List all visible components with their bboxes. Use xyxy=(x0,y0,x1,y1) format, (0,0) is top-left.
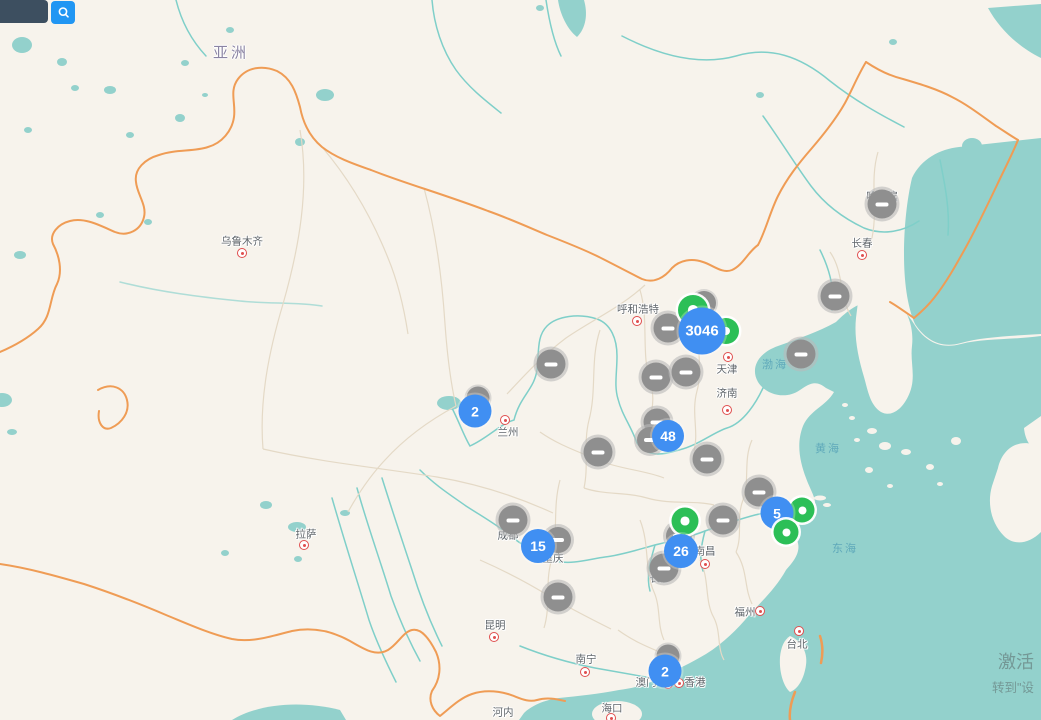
city-dot-icon xyxy=(700,559,710,569)
search-icon xyxy=(58,7,69,18)
cluster-marker-disabled[interactable] xyxy=(536,349,566,379)
city-label: 兰州 xyxy=(497,426,519,439)
minus-icon xyxy=(657,566,671,570)
cluster-marker-disabled[interactable] xyxy=(820,281,850,311)
city-label: 福州 xyxy=(734,606,756,619)
minus-icon xyxy=(794,352,808,356)
minus-icon xyxy=(875,202,889,206)
minus-icon xyxy=(752,490,766,494)
city-dot-icon xyxy=(857,250,867,260)
watermark-line1: 激活 xyxy=(998,652,1034,672)
continent-label: 亚洲 xyxy=(212,44,250,62)
cluster-marker-disabled[interactable] xyxy=(641,362,671,392)
cluster-marker-active[interactable] xyxy=(773,519,799,545)
city-label: 拉萨 xyxy=(295,528,317,541)
city-label: 南昌 xyxy=(694,545,716,558)
cluster-count-badge[interactable]: 2 xyxy=(458,394,492,428)
cluster-marker-disabled[interactable] xyxy=(671,357,701,387)
city-dot-icon xyxy=(489,632,499,642)
cluster-marker-active[interactable] xyxy=(671,507,699,535)
city-label: 长春 xyxy=(851,237,873,250)
city-dot-icon xyxy=(722,405,732,415)
sea-label: 黄海 xyxy=(815,443,841,455)
minus-icon xyxy=(650,420,664,424)
city-label: 昆明 xyxy=(484,619,506,632)
minus-icon xyxy=(544,362,558,366)
city-label: 乌鲁木齐 xyxy=(221,235,263,248)
cluster-marker-disabled[interactable] xyxy=(543,582,573,612)
city-label: 海口 xyxy=(601,702,623,715)
cluster-marker-disabled[interactable] xyxy=(867,189,897,219)
cluster-count-badge[interactable]: 2 xyxy=(648,654,682,688)
minus-icon xyxy=(643,438,657,442)
minus-icon xyxy=(591,450,605,454)
city-dot-icon xyxy=(237,248,247,258)
cluster-count-badge[interactable]: 15 xyxy=(521,529,555,563)
minus-icon xyxy=(551,538,565,542)
cluster-marker-disabled[interactable] xyxy=(653,313,683,343)
minus-icon xyxy=(716,518,730,522)
search-button[interactable] xyxy=(51,1,75,24)
island-shapes xyxy=(592,294,1041,720)
minus-icon xyxy=(551,595,565,599)
cluster-marker-disabled[interactable] xyxy=(692,444,722,474)
city-label: 济南 xyxy=(716,387,738,400)
minus-icon xyxy=(506,518,520,522)
search-input[interactable] xyxy=(0,0,48,23)
cluster-count-badge[interactable]: 26 xyxy=(664,534,698,568)
city-label: 南宁 xyxy=(575,653,597,666)
minus-icon xyxy=(700,457,714,461)
city-label: 河内 xyxy=(492,706,514,719)
city-dot-icon xyxy=(794,626,804,636)
cluster-marker-disabled[interactable] xyxy=(786,339,816,369)
city-label: 天津 xyxy=(716,363,738,376)
city-dot-icon xyxy=(755,606,765,616)
cluster-count-badge[interactable]: 3046 xyxy=(678,307,726,355)
marker-center-dot xyxy=(680,516,690,526)
sea-label: 东海 xyxy=(832,543,858,555)
sea-label: 渤海 xyxy=(762,359,788,371)
minus-icon xyxy=(679,370,693,374)
marker-center-dot xyxy=(721,326,731,336)
minus-icon xyxy=(828,294,842,298)
city-dot-icon xyxy=(606,713,616,720)
activation-watermark: 激活 转到"设 xyxy=(992,648,1034,696)
marker-center-dot xyxy=(798,506,806,514)
city-label: 呼和浩特 xyxy=(617,303,659,316)
country-border xyxy=(0,61,1019,720)
minus-icon xyxy=(649,375,663,379)
cluster-count-badge[interactable]: 48 xyxy=(652,420,684,452)
city-dot-icon xyxy=(580,667,590,677)
city-dot-icon xyxy=(299,540,309,550)
city-dot-icon xyxy=(632,316,642,326)
marker-center-dot xyxy=(782,528,790,536)
minus-icon xyxy=(661,326,675,330)
city-label: 台北 xyxy=(786,638,808,651)
city-dot-icon xyxy=(723,352,733,362)
cluster-marker-disabled[interactable] xyxy=(583,437,613,467)
watermark-line2: 转到"设 xyxy=(992,681,1034,695)
city-label: 香港 xyxy=(684,676,706,689)
cluster-marker-disabled[interactable] xyxy=(498,505,528,535)
search-bar xyxy=(0,0,75,24)
city-dot-icon xyxy=(500,415,510,425)
cluster-marker-active[interactable] xyxy=(789,497,815,523)
cluster-marker-disabled[interactable] xyxy=(708,505,738,535)
